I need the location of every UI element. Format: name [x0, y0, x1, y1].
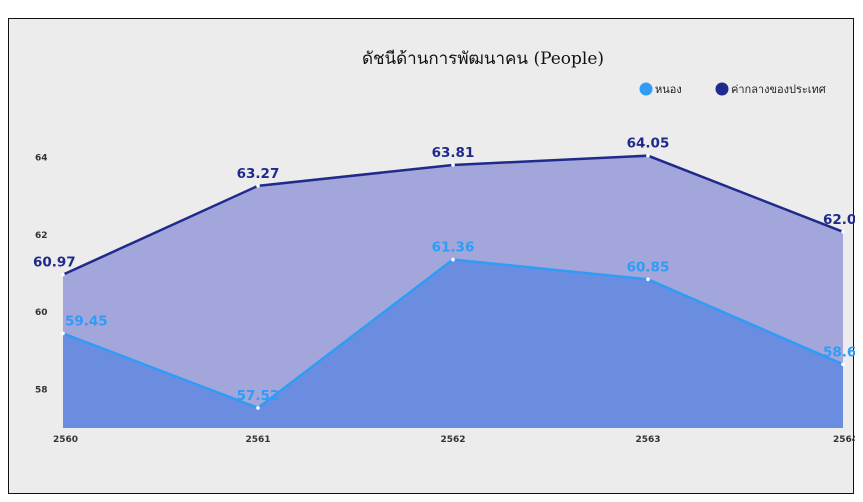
y-tick-label: 62: [35, 231, 48, 241]
data-point: [841, 229, 845, 234]
data-point: [646, 277, 650, 282]
data-point: [451, 257, 455, 262]
legend-swatch: [639, 82, 653, 96]
data-label: 59.45: [65, 313, 108, 329]
data-point: [61, 272, 65, 277]
data-label: 63.81: [432, 145, 475, 161]
data-point: [61, 331, 65, 336]
x-tick-label: 2563: [635, 435, 660, 445]
data-label: 57.52: [237, 388, 280, 404]
x-tick-label: 2562: [440, 435, 465, 445]
x-tick-label: 2564: [833, 435, 855, 445]
chart-title: ดัชนีด้านการพัฒนาคน (People): [362, 49, 604, 69]
data-label: 61.36: [432, 240, 475, 256]
data-points: [61, 153, 845, 410]
data-point: [841, 362, 845, 367]
data-point: [646, 153, 650, 158]
legend-swatch: [715, 82, 729, 96]
x-tick-label: 2561: [245, 435, 270, 445]
data-label: 60.85: [627, 259, 670, 275]
data-point: [451, 163, 455, 167]
legend-item-series-2: ค่ากลางของประเทศ: [715, 82, 826, 96]
data-label: 60.97: [33, 255, 76, 271]
series-areas: [63, 155, 843, 428]
y-tick-label: 64: [35, 154, 48, 164]
data-label: 62.08: [823, 212, 855, 228]
legend-label: หนอง: [655, 83, 682, 96]
x-axis-ticks: 2560 2561 2562 2563 2564: [53, 435, 855, 445]
data-labels: 59.45 57.52 61.36 60.85 58.65 60.97 63.27 63.81…: [33, 136, 855, 404]
y-axis-ticks: 58 60 62 64: [35, 154, 48, 396]
legend: หนอง ค่ากลางของประเทศ: [639, 82, 826, 96]
data-label: 58.65: [823, 344, 855, 360]
y-tick-label: 58: [35, 385, 48, 395]
data-label: 64.05: [627, 136, 670, 152]
legend-label: ค่ากลางของประเทศ: [731, 83, 826, 96]
x-tick-label: 2560: [53, 435, 78, 445]
y-tick-label: 60: [35, 308, 48, 318]
legend-item-series-1: หนอง: [639, 82, 682, 96]
area-chart: ดัชนีด้านการพัฒนาคน (People) หนอง ค่ากลาง…: [33, 49, 855, 445]
data-label: 63.27: [237, 166, 280, 182]
data-point: [256, 184, 260, 188]
data-point: [256, 406, 260, 410]
area-fill-series-1: [63, 259, 843, 428]
chart-frame: ดัชนีด้านการพัฒนาคน (People) หนอง ค่ากลาง…: [8, 18, 855, 494]
